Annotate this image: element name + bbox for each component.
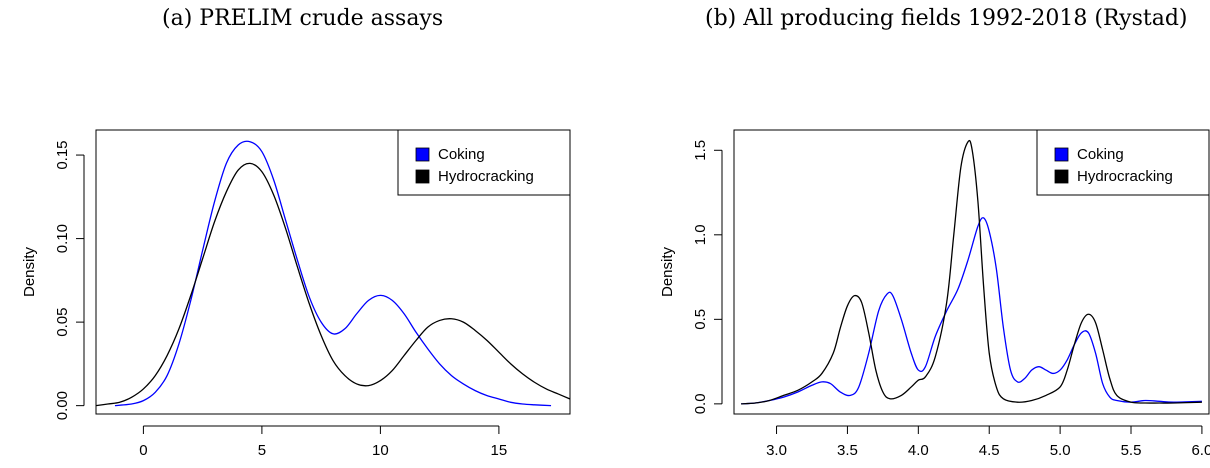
x-tick-label: 3.5: [837, 442, 858, 459]
x-tick-label: 5.5: [1121, 442, 1142, 459]
series-line-coking: [114, 140, 552, 407]
x-tick-label: 5.0: [1050, 442, 1071, 459]
x-tick-label: 5: [258, 442, 266, 459]
x-tick-label: 10: [372, 442, 389, 459]
series-line-hydrocracking: [741, 139, 1202, 405]
legend-box: [397, 129, 571, 196]
legend-label-coking: Coking: [1077, 146, 1124, 163]
x-tick-label: 6.0: [1191, 442, 1210, 459]
caption-a: (a) PRELIM crude assays: [162, 6, 444, 31]
x-tick-label: 4.0: [908, 442, 929, 459]
x-tick-label: 0: [139, 442, 147, 459]
y-tick-label: 0.00: [54, 391, 71, 420]
legend-label-hydrocracking: Hydrocracking: [438, 168, 534, 185]
x-tick-label: 4.5: [979, 442, 1000, 459]
y-tick-label: 0.5: [692, 309, 709, 330]
y-axis-title: Density: [659, 246, 676, 297]
legend-swatch-coking: [1054, 147, 1069, 162]
legend-swatch-hydrocracking: [1054, 169, 1069, 184]
y-tick-label: 0.15: [54, 140, 71, 169]
y-axis-title: Density: [21, 246, 38, 297]
series-line-hydrocracking: [96, 162, 570, 407]
legend-label-coking: Coking: [438, 146, 485, 163]
legend-box: [1036, 129, 1210, 196]
y-tick-label: 0.10: [54, 224, 71, 253]
series-line-coking: [741, 217, 1202, 405]
legend-swatch-coking: [415, 147, 430, 162]
caption-b: (b) All producing fields 1992-2018 (Ryst…: [705, 6, 1188, 31]
chart-a: 0 5 10 15 0.00 0.05 0.10 0.15 Density Coking Hydro…: [21, 129, 571, 459]
plot-frame: [95, 129, 571, 415]
x-tick-label: 15: [491, 442, 508, 459]
x-tick-label: 3.0: [766, 442, 787, 459]
y-tick-label: 1.5: [692, 140, 709, 161]
legend-label-hydrocracking: Hydrocracking: [1077, 168, 1173, 185]
y-tick-label: 1.0: [692, 224, 709, 245]
legend-swatch-hydrocracking: [415, 169, 430, 184]
chart-b: 3.0 3.5 4.0 4.5 5.0 5.5 6.0 0.0 0.5 1.0 1.5 Density…: [659, 129, 1210, 459]
plot-frame: [733, 129, 1210, 415]
y-tick-label: 0.0: [692, 393, 709, 414]
y-tick-label: 0.05: [54, 308, 71, 337]
